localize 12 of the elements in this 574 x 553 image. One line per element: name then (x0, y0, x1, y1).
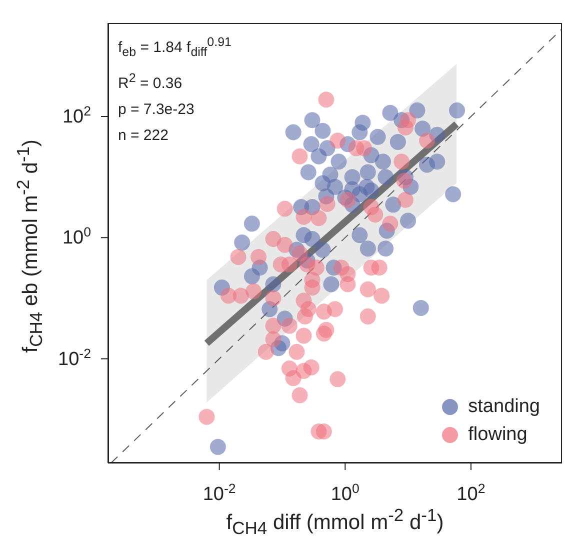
legend-label: flowing (468, 423, 528, 447)
x-axis-title: f$_{CH4}$ diff (mmol m$^{-2}$ d$^{-1}$) (225, 505, 445, 540)
y-tick-label: 10$^{2}$ (62, 103, 91, 128)
x-tick-label: 10$^{0}$ (330, 480, 360, 505)
x-tick-label: 10$^{-2}$ (202, 480, 236, 505)
y-tick-label: 10$^{-2}$ (58, 345, 91, 370)
annotation: p = 7.3e-23 (118, 100, 196, 120)
annotation: R$^{2}$ = 0.36 (118, 70, 184, 94)
y-tick-label: 10$^{0}$ (62, 224, 91, 249)
x-tick-label: 10$^{2}$ (456, 480, 486, 505)
legend-label: standing (468, 395, 540, 419)
annotation: n = 222 (118, 126, 170, 146)
